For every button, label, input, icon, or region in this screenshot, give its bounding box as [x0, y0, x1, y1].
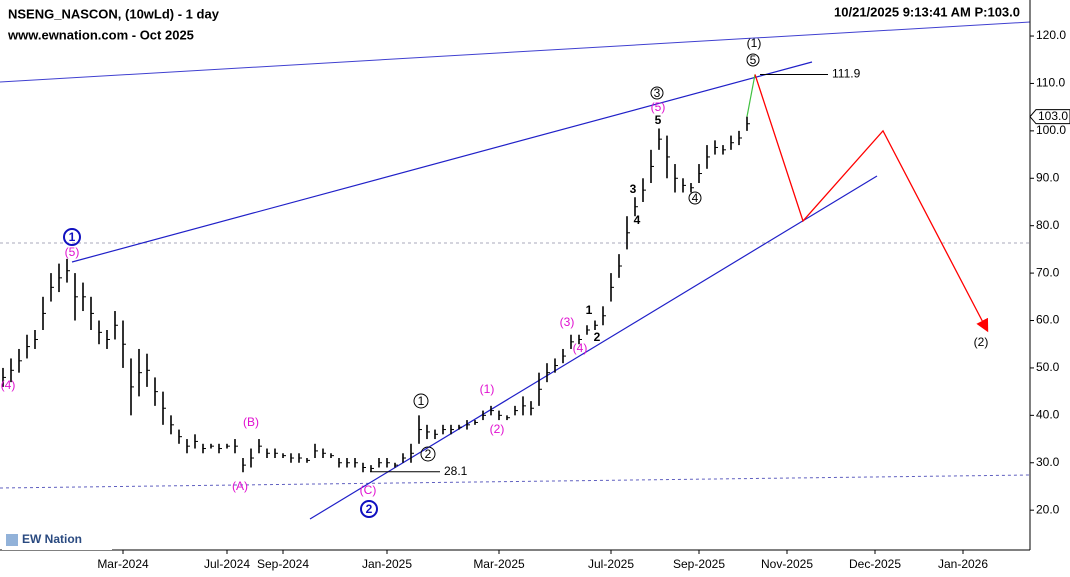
y-tick-label: 120.0 — [1036, 28, 1066, 42]
wave-label: 2 — [425, 447, 432, 461]
wave-label: (5) — [651, 100, 666, 114]
wave-label: (3) — [560, 315, 575, 329]
wave-label: (2) — [490, 422, 505, 436]
wave-circle — [413, 393, 429, 409]
y-tick-label: 20.0 — [1036, 502, 1060, 516]
x-tick-label: Mar-2025 — [473, 557, 525, 571]
wave-label: (1) — [747, 36, 762, 50]
wave-label: 2 — [594, 330, 601, 344]
logo: EW Nation — [22, 532, 82, 546]
level-label: 28.1 — [444, 464, 468, 478]
timestamp: 10/21/2025 9:13:41 AM P:103.0 — [834, 4, 1020, 19]
wave-label: 1 — [69, 230, 76, 244]
wave-circle — [420, 446, 436, 462]
wave-link — [746, 74, 756, 117]
y-tick-label: 100.0 — [1036, 123, 1066, 137]
wave-circle — [650, 86, 664, 100]
wave-label: 5 — [655, 113, 662, 127]
wave-label: (A) — [232, 479, 248, 493]
wave-label: 1 — [418, 394, 425, 408]
wave-circle — [360, 500, 378, 518]
wave-label: 4 — [692, 191, 699, 205]
wave-label: (4) — [573, 341, 588, 355]
wave-label: (2) — [974, 335, 989, 349]
y-tick-label: 110.0 — [1036, 76, 1065, 90]
plot-area — [0, 0, 1030, 550]
wave-label: 3 — [654, 86, 661, 100]
x-tick-label: Sep-2025 — [673, 557, 725, 571]
x-tick-label: Dec-2025 — [849, 557, 901, 571]
lower-trendline — [309, 175, 878, 520]
wave-label: 1 — [586, 303, 593, 317]
x-tick-label: Jul-2024 — [204, 557, 250, 571]
chart-subtitle: www.ewnation.com - Oct 2025 — [7, 27, 194, 42]
logo-box — [2, 528, 112, 550]
wave-label: (5) — [65, 245, 80, 259]
level-label: 111.9 — [832, 67, 861, 81]
x-tick-label: Jan-2026 — [938, 557, 988, 571]
wave-label: (1) — [480, 382, 495, 396]
wave-label: (B) — [243, 415, 259, 429]
x-tick-label: Jul-2025 — [588, 557, 634, 571]
wave-circle — [746, 53, 760, 67]
dashed-trend — [0, 474, 1031, 489]
wave-label: 5 — [750, 53, 757, 67]
y-tick-label: 60.0 — [1036, 313, 1060, 327]
y-tick-label: 50.0 — [1036, 360, 1060, 374]
projection-line — [754, 74, 989, 333]
y-tick-label: 80.0 — [1036, 218, 1060, 232]
y-tick-label: 30.0 — [1036, 455, 1060, 469]
chart-title: NSENG_NASCON, (10wLd) - 1 day — [8, 6, 220, 21]
upper-trendline — [0, 21, 1031, 83]
y-tick-label: 90.0 — [1036, 170, 1060, 184]
last-price-label: 103.0 — [1038, 109, 1068, 123]
x-tick-label: Nov-2025 — [761, 557, 813, 571]
wave-label: 2 — [366, 502, 373, 516]
x-tick-label: Sep-2024 — [257, 557, 309, 571]
wave-label: (4) — [1, 378, 16, 392]
x-tick-label: Mar-2024 — [97, 557, 149, 571]
channel-line — [71, 61, 813, 263]
y-tick-label: 70.0 — [1036, 265, 1060, 279]
logo-icon — [6, 534, 18, 546]
wave-label: 4 — [634, 213, 641, 227]
wave-label: 3 — [630, 182, 637, 196]
y-tick-label: 40.0 — [1036, 408, 1060, 422]
last-price-tag — [1029, 109, 1070, 125]
wave-circle — [63, 228, 81, 246]
wave-circle — [688, 191, 702, 205]
x-tick-label: Jan-2025 — [362, 557, 412, 571]
wave-label: (C) — [360, 483, 377, 497]
